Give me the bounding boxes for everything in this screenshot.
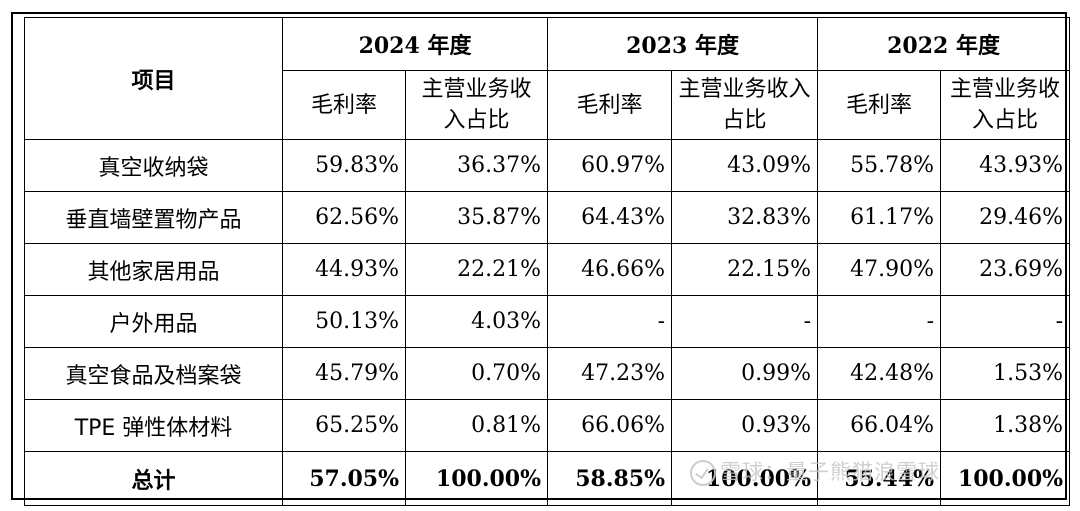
cell-value: 1.38% <box>940 399 1071 452</box>
cell-value: 0.81% <box>404 399 549 452</box>
cell-value: 43.93% <box>940 139 1071 192</box>
total-value: 57.05% <box>282 451 406 506</box>
cell-value: 1.53% <box>940 347 1071 400</box>
row-item-label: 真空收纳袋 <box>24 139 283 192</box>
cell-value: 35.87% <box>404 191 549 244</box>
subheader-revenue-share: 主营业务收入占比 <box>404 70 549 140</box>
cell-value: 29.46% <box>940 191 1071 244</box>
total-label: 总计 <box>24 451 283 506</box>
cell-value: 42.48% <box>817 347 942 400</box>
cell-value: - <box>671 295 819 348</box>
cell-value: 0.99% <box>671 347 819 400</box>
total-value: 100.00% <box>940 451 1071 506</box>
cell-value: 44.93% <box>282 243 406 296</box>
total-value: 100.00% <box>404 451 549 506</box>
table-row-total: 总计 57.05% 100.00% 58.85% 100.00% 55.44% … <box>24 451 1071 506</box>
cell-value: 66.06% <box>547 399 673 452</box>
cell-value: 0.93% <box>671 399 819 452</box>
cell-value: 60.97% <box>547 139 673 192</box>
cell-value: 55.78% <box>817 139 942 192</box>
cell-value: - <box>940 295 1071 348</box>
row-item-label: TPE 弹性体材料 <box>24 399 283 452</box>
row-item-label: 垂直墙壁置物产品 <box>24 191 283 244</box>
cell-value: 64.43% <box>547 191 673 244</box>
snowball-logo-icon <box>690 460 716 486</box>
cell-value: 62.56% <box>282 191 406 244</box>
cell-value: 36.37% <box>404 139 549 192</box>
total-value: 58.85% <box>547 451 673 506</box>
cell-value: 22.21% <box>404 243 549 296</box>
subheader-gross-margin: 毛利率 <box>547 70 673 140</box>
header-item: 项目 <box>24 17 283 140</box>
cell-value: - <box>817 295 942 348</box>
cell-value: 22.15% <box>671 243 819 296</box>
subheader-revenue-share: 主营业务收入占比 <box>671 70 819 140</box>
cell-value: 4.03% <box>404 295 549 348</box>
row-item-label: 其他家居用品 <box>24 243 283 296</box>
cell-value: 43.09% <box>671 139 819 192</box>
cell-value: 0.70% <box>404 347 549 400</box>
cell-value: 59.83% <box>282 139 406 192</box>
watermark-text: 雪球：量子熊猫浪雪球 <box>720 460 940 484</box>
cell-value: 46.66% <box>547 243 673 296</box>
table-row: 其他家居用品 44.93% 22.21% 46.66% 22.15% 47.90… <box>24 243 1071 296</box>
table-row: 垂直墙壁置物产品 62.56% 35.87% 64.43% 32.83% 61.… <box>24 191 1071 244</box>
cell-value: 66.04% <box>817 399 942 452</box>
gross-margin-table: 项目 2024 年度 2023 年度 2022 年度 毛利率 主营业务收入占比 … <box>24 17 1071 506</box>
header-year-2024: 2024 年度 <box>281 17 549 71</box>
table-row: 真空食品及档案袋 45.79% 0.70% 47.23% 0.99% 42.48… <box>24 347 1071 400</box>
cell-value: - <box>547 295 673 348</box>
subheader-gross-margin: 毛利率 <box>817 70 942 140</box>
cell-value: 47.90% <box>817 243 942 296</box>
subheader-revenue-share: 主营业务收入占比 <box>940 70 1071 140</box>
cell-value: 32.83% <box>671 191 819 244</box>
cell-value: 50.13% <box>282 295 406 348</box>
total-value: 55.44% <box>817 451 942 506</box>
header-year-2022: 2022 年度 <box>817 17 1071 71</box>
row-item-label: 真空食品及档案袋 <box>24 347 283 400</box>
header-year-2023: 2023 年度 <box>547 17 819 71</box>
table-row: 真空收纳袋 59.83% 36.37% 60.97% 43.09% 55.78%… <box>24 139 1071 192</box>
cell-value: 23.69% <box>940 243 1071 296</box>
cell-value: 65.25% <box>282 399 406 452</box>
watermark: 雪球：量子熊猫浪雪球 <box>690 456 940 486</box>
table-row: TPE 弹性体材料 65.25% 0.81% 66.06% 0.93% 66.0… <box>24 399 1071 452</box>
cell-value: 61.17% <box>817 191 942 244</box>
cell-value: 47.23% <box>547 347 673 400</box>
table-row: 户外用品 50.13% 4.03% - - - - <box>24 295 1071 348</box>
row-item-label: 户外用品 <box>24 295 283 348</box>
subheader-gross-margin: 毛利率 <box>282 70 406 140</box>
cell-value: 45.79% <box>282 347 406 400</box>
